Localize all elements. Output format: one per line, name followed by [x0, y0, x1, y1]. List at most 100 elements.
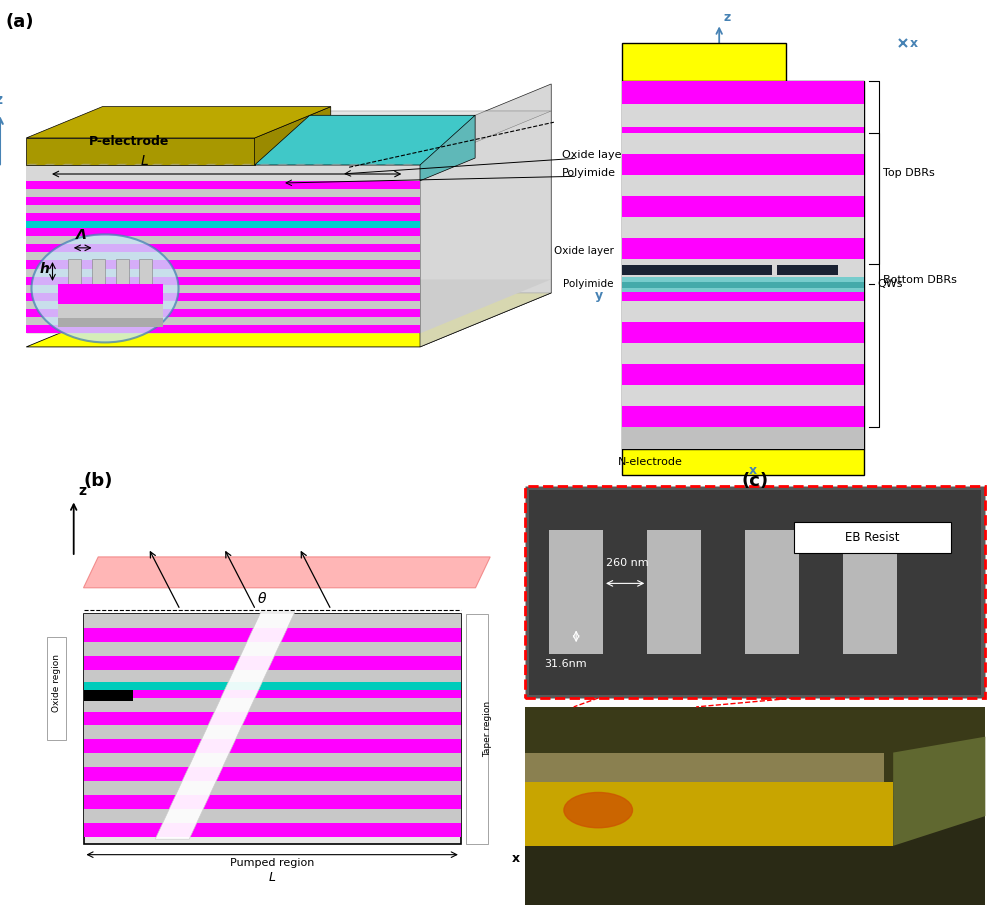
Bar	[84, 656, 461, 670]
Text: y: y	[594, 289, 603, 302]
Bar	[68, 259, 81, 284]
Bar	[549, 530, 603, 654]
Bar	[622, 323, 864, 343]
Bar	[84, 725, 461, 740]
Polygon shape	[116, 164, 128, 165]
Polygon shape	[366, 164, 378, 165]
Bar	[525, 486, 985, 698]
Polygon shape	[402, 164, 414, 165]
Text: Bottom DBRs: Bottom DBRs	[883, 275, 957, 285]
Polygon shape	[277, 164, 289, 165]
Text: QWs: QWs	[877, 279, 903, 289]
Bar	[84, 754, 461, 767]
Text: h: h	[39, 262, 49, 276]
Bar	[622, 280, 864, 301]
Text: (b): (b)	[84, 472, 113, 491]
Bar	[622, 173, 864, 196]
Text: x: x	[748, 464, 757, 477]
Polygon shape	[26, 309, 420, 317]
Polygon shape	[116, 164, 128, 165]
Polygon shape	[331, 164, 342, 165]
Bar	[84, 767, 461, 781]
Bar	[84, 684, 461, 698]
Text: Oxide layer: Oxide layer	[562, 150, 626, 160]
Text: z: z	[0, 93, 3, 108]
Bar	[622, 217, 864, 238]
Bar	[47, 637, 66, 741]
Polygon shape	[26, 244, 420, 253]
Polygon shape	[223, 164, 235, 165]
Polygon shape	[84, 557, 490, 588]
Polygon shape	[348, 164, 360, 165]
Bar	[622, 266, 772, 275]
Bar	[622, 81, 864, 448]
Polygon shape	[241, 164, 253, 165]
Polygon shape	[384, 164, 396, 165]
Bar	[84, 629, 461, 642]
Polygon shape	[295, 164, 307, 165]
Bar	[92, 259, 105, 284]
Text: Oxide layer: Oxide layer	[554, 246, 614, 256]
Bar	[622, 196, 864, 219]
Bar	[843, 530, 897, 654]
Polygon shape	[205, 164, 217, 165]
Bar	[58, 284, 163, 304]
Polygon shape	[205, 164, 217, 165]
Polygon shape	[134, 164, 146, 165]
Bar	[622, 127, 864, 150]
Bar	[777, 266, 838, 275]
Bar	[622, 150, 864, 173]
Polygon shape	[26, 279, 551, 334]
Bar	[84, 740, 461, 754]
Polygon shape	[26, 260, 420, 268]
Polygon shape	[384, 164, 396, 165]
Polygon shape	[26, 253, 420, 260]
Text: z: z	[79, 484, 87, 498]
Polygon shape	[62, 164, 74, 165]
Polygon shape	[26, 164, 38, 165]
Polygon shape	[26, 205, 420, 213]
Bar	[622, 154, 864, 175]
Bar	[622, 238, 864, 259]
Text: Polyimide: Polyimide	[563, 279, 614, 289]
Bar	[84, 823, 461, 836]
Bar	[622, 343, 864, 364]
Ellipse shape	[32, 234, 178, 343]
Polygon shape	[255, 115, 475, 165]
Polygon shape	[26, 277, 420, 285]
Bar	[622, 259, 864, 280]
Polygon shape	[893, 737, 985, 845]
Polygon shape	[26, 228, 420, 236]
Text: z: z	[723, 11, 730, 24]
Ellipse shape	[564, 792, 633, 828]
Text: Λ: Λ	[76, 228, 87, 242]
Polygon shape	[152, 164, 163, 165]
Bar	[622, 290, 864, 313]
Polygon shape	[277, 164, 289, 165]
Bar	[622, 81, 864, 104]
Bar	[525, 782, 893, 845]
Text: 260 nm: 260 nm	[606, 558, 648, 568]
Text: 31.6nm: 31.6nm	[544, 659, 587, 669]
Bar	[622, 42, 786, 81]
Polygon shape	[152, 164, 163, 165]
Polygon shape	[98, 164, 110, 165]
Text: EB Resist: EB Resist	[845, 530, 900, 543]
Polygon shape	[26, 285, 420, 293]
Bar	[529, 490, 981, 695]
Text: Oxide region: Oxide region	[52, 654, 61, 712]
Polygon shape	[26, 293, 551, 346]
Bar	[116, 259, 129, 284]
Polygon shape	[26, 325, 420, 334]
Polygon shape	[26, 236, 420, 244]
Polygon shape	[348, 164, 360, 165]
Polygon shape	[44, 164, 56, 165]
Polygon shape	[169, 164, 181, 165]
Polygon shape	[26, 164, 38, 165]
Text: (a): (a)	[5, 13, 34, 31]
Polygon shape	[134, 164, 146, 165]
Bar	[622, 448, 864, 475]
Bar	[84, 670, 461, 684]
Polygon shape	[155, 612, 295, 839]
Bar	[647, 530, 701, 654]
